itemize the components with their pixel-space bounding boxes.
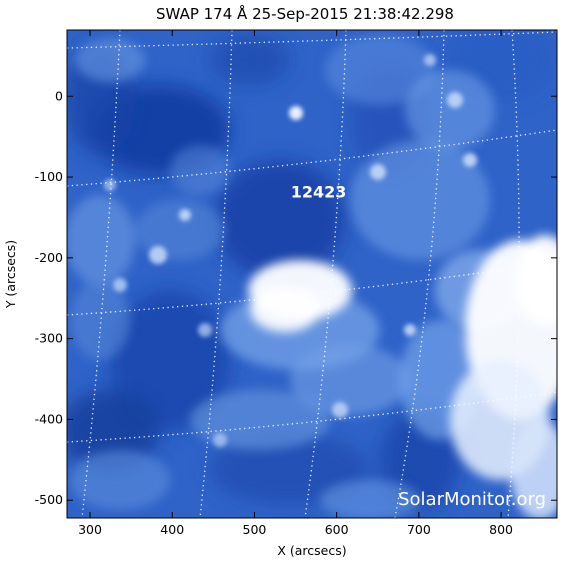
- x-tick-label: 700: [407, 522, 431, 537]
- active-region-label: 12423: [291, 183, 347, 202]
- image-title: SWAP 174 Å 25-Sep-2015 21:38:42.298: [156, 4, 454, 23]
- heliographic-grid: [67, 30, 557, 518]
- y-tick-label: -500: [35, 492, 63, 507]
- y-tick-label: -100: [35, 169, 63, 184]
- y-tick-label: -300: [35, 331, 63, 346]
- y-axis-label: Y (arcsecs): [3, 240, 18, 309]
- x-tick-label: 400: [160, 522, 184, 537]
- x-tick-label: 800: [489, 522, 513, 537]
- x-tick-label: 300: [78, 522, 102, 537]
- x-axis: 300 400 500 600 700 800: [78, 30, 513, 537]
- euv-image: [67, 30, 557, 518]
- plot-frame: [66, 29, 558, 519]
- x-tick-label: 500: [243, 522, 267, 537]
- bright-regions: [248, 235, 557, 518]
- bright-points: [104, 54, 477, 447]
- y-axis: 0 -100 -200 -300 -400 -500: [35, 88, 557, 507]
- y-tick-label: 0: [55, 88, 63, 103]
- watermark-text: SolarMonitor.org: [398, 489, 546, 510]
- x-tick-label: 600: [325, 522, 349, 537]
- y-tick-label: -200: [35, 250, 63, 265]
- y-tick-label: -400: [35, 411, 63, 426]
- x-axis-label: X (arcsecs): [277, 543, 346, 558]
